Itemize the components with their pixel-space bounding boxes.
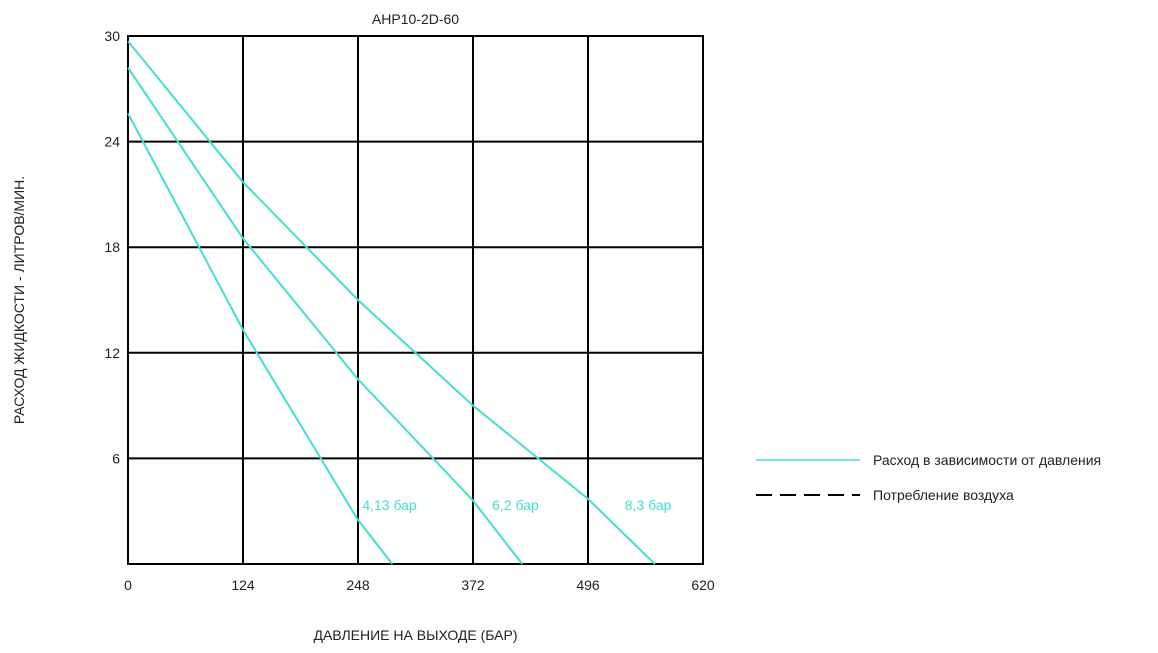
legend-label: Потребление воздуха — [873, 487, 1014, 503]
y-tick-label: 24 — [104, 134, 120, 150]
axis-ticks: 0 124 248 372 496 620 6 12 18 24 30 — [104, 28, 714, 593]
series-line — [127, 67, 523, 565]
y-axis-title: РАСХОД ЖИДКОСТИ - ЛИТРОВ/МИН. — [11, 176, 27, 424]
y-tick-label: 18 — [104, 239, 120, 255]
series-line — [127, 40, 656, 565]
y-tick-label: 12 — [104, 345, 120, 361]
legend-label: Расход в зависимости от давления — [873, 452, 1101, 468]
legend: Расход в зависимости от давления Потребле… — [756, 452, 1101, 503]
x-tick-label: 372 — [461, 577, 485, 593]
series-label: 8,3 бар — [625, 497, 672, 513]
x-tick-label: 620 — [691, 577, 715, 593]
x-tick-label: 496 — [576, 577, 600, 593]
series-label: 6,2 бар — [492, 497, 539, 513]
y-tick-label: 6 — [112, 450, 120, 466]
y-tick-label: 30 — [104, 28, 120, 44]
x-tick-label: 124 — [231, 577, 255, 593]
series-label: 4,13 бар — [362, 497, 417, 513]
grid — [127, 35, 704, 565]
series-line — [127, 112, 394, 565]
plot-frame — [127, 35, 704, 565]
x-tick-label: 248 — [346, 577, 370, 593]
chart-title: AHP10-2D-60 — [372, 11, 459, 27]
x-axis-title: ДАВЛЕНИЕ НА ВЫХОДЕ (БАР) — [313, 627, 517, 643]
series-lines: 4,13 бар 6,2 бар 8,3 бар — [127, 40, 672, 565]
x-tick-label: 0 — [124, 577, 132, 593]
